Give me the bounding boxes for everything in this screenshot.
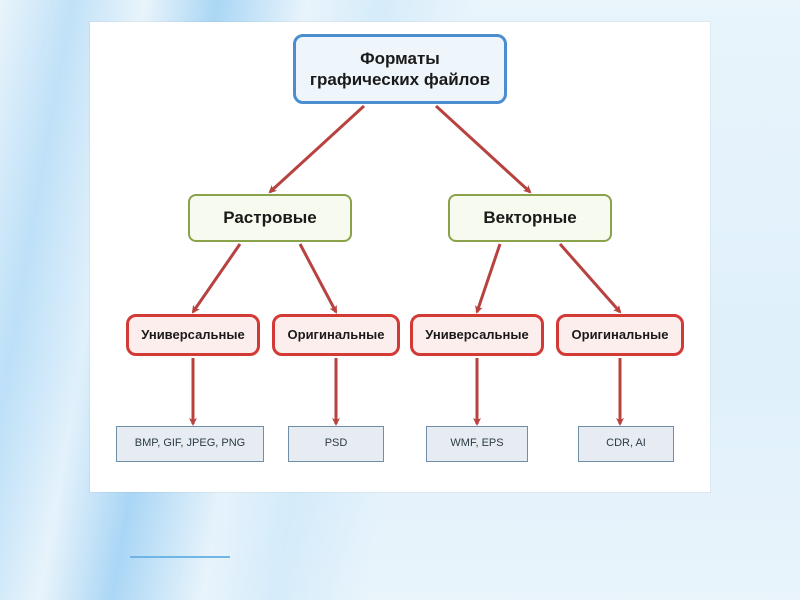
leafbox-raster-original-list: PSD — [288, 426, 384, 462]
leafbox-vector-original-list: CDR, AI — [578, 426, 674, 462]
mid-label: Векторные — [483, 207, 576, 228]
leafcat-raster-original: Оригинальные — [272, 314, 400, 356]
leafcat-label: Оригинальные — [572, 327, 669, 343]
mid-node-raster: Растровые — [188, 194, 352, 242]
leafbox-label: PSD — [325, 437, 348, 451]
leafbox-label: BMP, GIF, JPEG, PNG — [135, 437, 245, 451]
tree-edge — [193, 244, 240, 312]
tree-edge — [477, 244, 500, 312]
root-label: Форматыграфических файлов — [310, 48, 490, 91]
tree-edge — [270, 106, 364, 192]
leafcat-label: Универсальные — [425, 327, 528, 343]
leafcat-label: Универсальные — [141, 327, 244, 343]
leafcat-raster-universal: Универсальные — [126, 314, 260, 356]
leafbox-raster-universal-list: BMP, GIF, JPEG, PNG — [116, 426, 264, 462]
tree-edge — [560, 244, 620, 312]
mid-label: Растровые — [223, 207, 317, 228]
leafbox-vector-universal-list: WMF, EPS — [426, 426, 528, 462]
leafcat-vector-universal: Универсальные — [410, 314, 544, 356]
root-node: Форматыграфических файлов — [293, 34, 507, 104]
leafcat-vector-original: Оригинальные — [556, 314, 684, 356]
tree-edge — [300, 244, 336, 312]
diagram-sheet: Форматыграфических файлов Растровые Вект… — [90, 22, 710, 492]
leafcat-label: Оригинальные — [288, 327, 385, 343]
decorative-underline — [130, 556, 230, 558]
leafbox-label: WMF, EPS — [450, 437, 503, 451]
leafbox-label: CDR, AI — [606, 437, 646, 451]
mid-node-vector: Векторные — [448, 194, 612, 242]
tree-edge — [436, 106, 530, 192]
